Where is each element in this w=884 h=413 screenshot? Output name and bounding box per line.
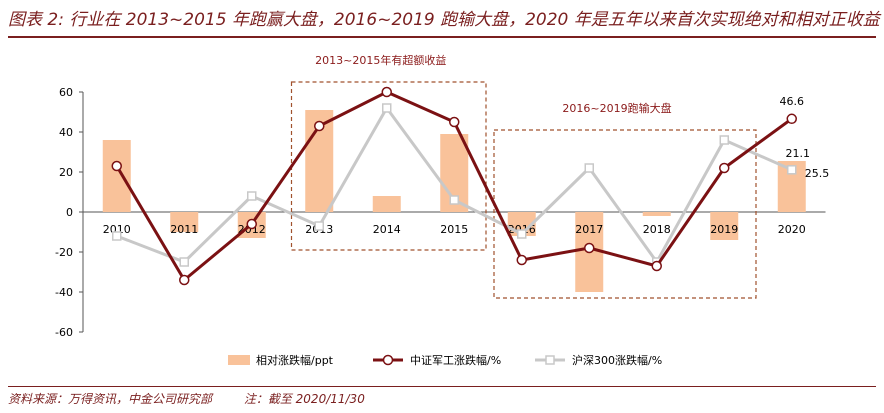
marker-defense-2020 <box>786 113 797 125</box>
marker-hs300-2019 <box>719 135 729 145</box>
x-tick-label: 2018 <box>643 223 671 236</box>
marker-hs300-2017 <box>584 163 594 173</box>
legend-marker-hs300 <box>545 355 555 365</box>
legend-label-defense: 中证军工涨跌幅/% <box>410 353 501 367</box>
marker-hs300-2012 <box>247 191 257 201</box>
marker-defense-2012 <box>246 218 257 230</box>
marker-hs300-2010 <box>112 231 122 241</box>
y-tick-label: 40 <box>59 126 73 139</box>
legend-label-hs300: 沪深300涨跌幅/% <box>572 353 662 367</box>
bar-2014 <box>372 196 401 212</box>
marker-defense-2011 <box>179 274 190 286</box>
marker-hs300-2016 <box>517 229 527 239</box>
marker-defense-2017 <box>584 242 595 254</box>
marker-defense-2018 <box>651 260 662 272</box>
x-tick-label: 2019 <box>710 223 738 236</box>
chart-title: 图表 2: 行业在 2013~2015 年跑赢大盘，2016~2019 跑输大盘… <box>8 10 880 30</box>
data-label-1: 46.6 <box>780 95 805 108</box>
marker-defense-2016 <box>516 254 527 266</box>
x-tick-label: 2011 <box>170 223 198 236</box>
x-tick-label: 2014 <box>373 223 401 236</box>
marker-hs300-2013 <box>314 221 324 231</box>
data-label-3: 25.5 <box>805 167 830 180</box>
annotation-label-2: 2016~2019跑输大盘 <box>562 101 671 115</box>
source-note: 资料来源：万得资讯，中金公司研究部 <box>8 392 213 406</box>
x-tick-label: 2020 <box>778 223 806 236</box>
bar-2019 <box>710 212 739 240</box>
marker-hs300-2011 <box>179 257 189 267</box>
marker-hs300-2015 <box>449 195 459 205</box>
date-note: 注：截至 2020/11/30 <box>243 392 365 406</box>
marker-defense-2019 <box>719 162 730 174</box>
y-tick-label: 20 <box>59 166 73 179</box>
annotation-box-2 <box>493 129 757 299</box>
bar-2011 <box>170 212 199 232</box>
x-tick-label: 2010 <box>103 223 131 236</box>
legend-marker-defense <box>382 354 394 366</box>
legend-label-bar: 相对涨跌幅/ppt <box>256 353 334 367</box>
bar-2010 <box>102 140 131 212</box>
y-tick-label: -20 <box>55 246 73 259</box>
y-tick-label: -40 <box>55 286 73 299</box>
x-tick-label: 2015 <box>440 223 468 236</box>
marker-defense-2014 <box>381 86 392 98</box>
marker-defense-2013 <box>314 120 325 132</box>
marker-hs300-2020 <box>787 165 797 175</box>
x-tick-label: 2012 <box>238 223 266 236</box>
y-tick-label: -60 <box>55 326 73 339</box>
marker-defense-2015 <box>449 116 460 128</box>
annotation-label-1: 2013~2015年有超额收益 <box>315 53 446 67</box>
footer: 资料来源：万得资讯，中金公司研究部 注：截至 2020/11/30 <box>8 389 393 409</box>
data-label-2: 21.1 <box>786 147 811 160</box>
marker-hs300-2014 <box>382 103 392 113</box>
legend-swatch-bar <box>228 355 250 365</box>
y-tick-label: 60 <box>59 86 73 99</box>
footer-divider <box>8 386 876 387</box>
bar-2018 <box>642 212 671 216</box>
y-tick-label: 0 <box>66 206 73 219</box>
marker-defense-2010 <box>111 160 122 172</box>
chart: 6040200-20-40-60201020112012201320142015… <box>55 53 830 367</box>
x-tick-label: 2017 <box>575 223 603 236</box>
title-divider <box>8 36 876 38</box>
